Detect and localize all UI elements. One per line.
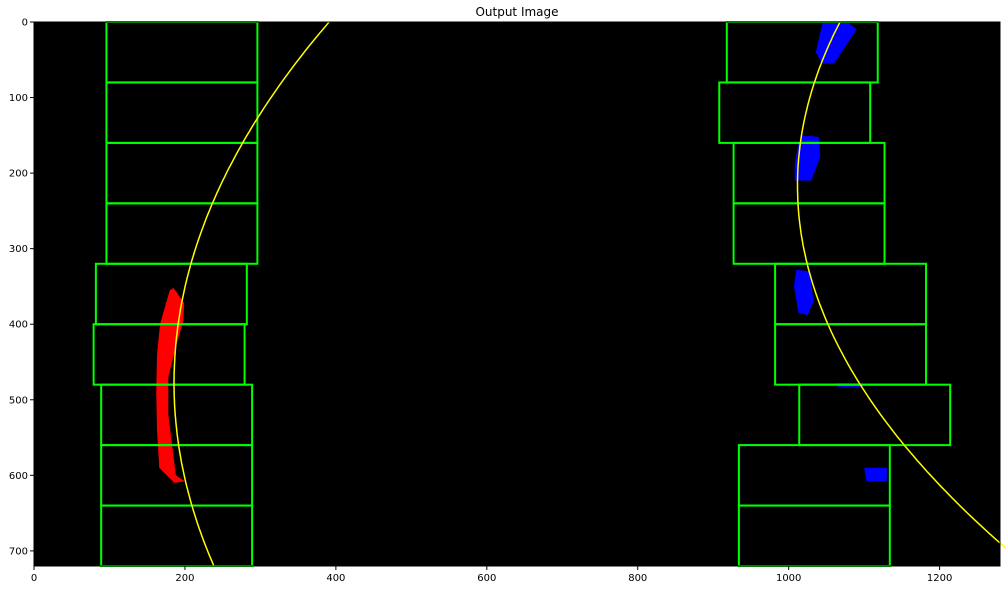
y-tick-label-400: 400 [9,320,28,331]
y-tick-label-500: 500 [9,395,28,406]
x-tick-label-200: 200 [175,573,194,584]
x-tick-label-1200: 1200 [927,573,952,584]
axes-frame [33,21,1001,567]
right-lane-blob-2 [793,269,814,316]
x-axis: 0 200 400 600 800 1000 1200 [31,566,952,584]
y-axis: 0 100 200 300 400 500 600 700 [9,18,34,557]
right-lane-blob-1 [794,135,821,181]
x-tick-label-800: 800 [628,573,647,584]
left-lane-pixels [156,287,185,483]
y-tick-label-100: 100 [9,93,28,104]
y-tick-label-600: 600 [9,471,28,482]
y-tick-label-700: 700 [9,546,28,557]
sliding-windows [92,21,952,567]
chart-title: Output Image [475,5,558,19]
image-area [34,22,1000,566]
x-tick-label-0: 0 [31,573,37,584]
y-tick-label-300: 300 [9,244,28,255]
polynomial-fits [173,21,1006,567]
right-fit-curve [796,21,1006,550]
right-lane-blob-3 [864,467,887,482]
x-tick-label-600: 600 [477,573,496,584]
x-tick-label-1000: 1000 [776,573,801,584]
left-fit-curve [173,21,330,567]
x-tick-label-400: 400 [326,573,345,584]
y-tick-label-200: 200 [9,169,28,180]
y-tick-label-0: 0 [22,18,28,29]
